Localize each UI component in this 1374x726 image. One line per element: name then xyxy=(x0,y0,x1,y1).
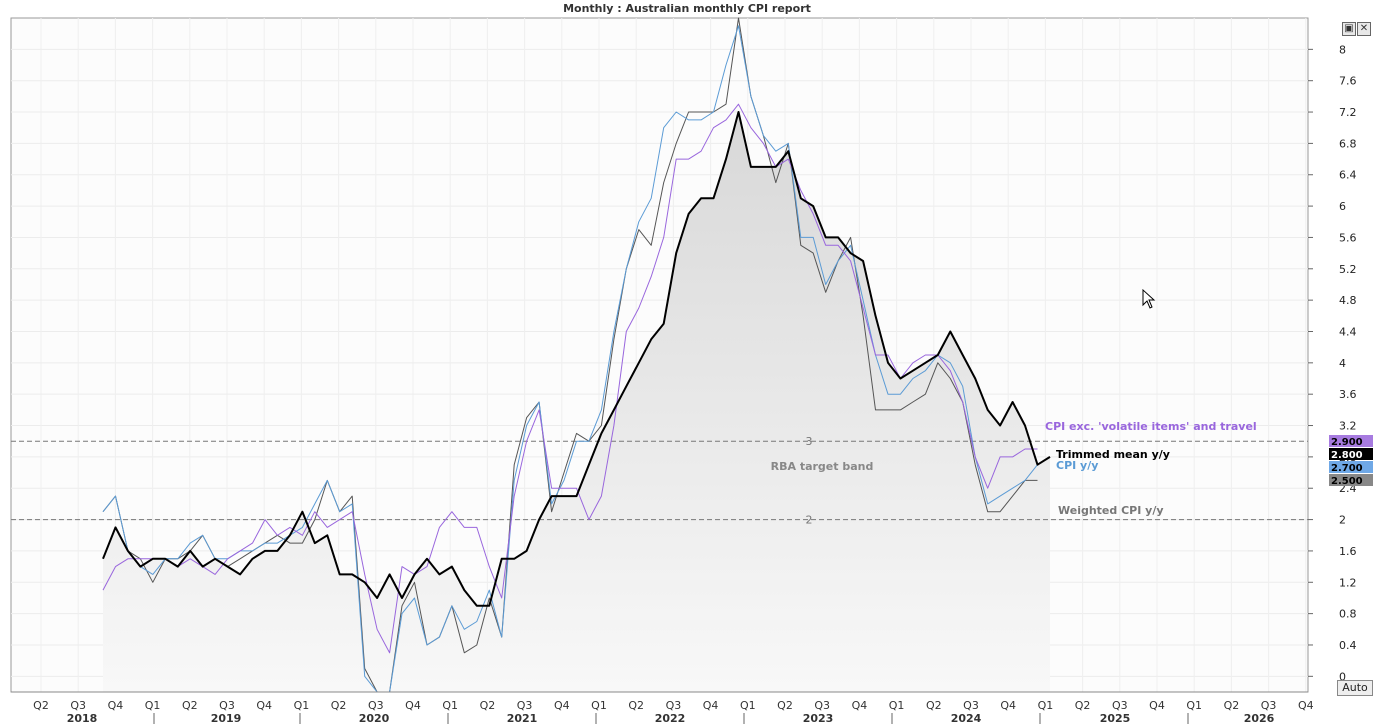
trimmed-mean-area xyxy=(103,112,1050,692)
x-year-label: 2022 xyxy=(655,712,686,725)
x-quarter-label: Q3 xyxy=(517,699,533,712)
x-quarter-label: Q3 xyxy=(368,699,384,712)
last-value-badge xyxy=(1329,435,1373,447)
last-value-text: 2.700 xyxy=(1331,463,1363,474)
series-line xyxy=(102,25,1038,693)
x-quarter-label: Q3 xyxy=(814,699,830,712)
y-tick-label: 0.4 xyxy=(1339,639,1357,652)
y-tick-label: 8 xyxy=(1339,43,1346,56)
x-quarter-label: Q4 xyxy=(256,699,272,712)
series-labels: CPI exc. 'volatile items' and travel Trim… xyxy=(1045,420,1257,517)
y-tick-label: 4 xyxy=(1339,357,1346,370)
x-year-label: 2026 xyxy=(1244,712,1275,725)
y-tick-label: 7.2 xyxy=(1339,106,1357,119)
mouse-cursor-icon xyxy=(1142,289,1156,309)
x-quarter-label: Q1 xyxy=(889,699,905,712)
y-tick-label: 6.4 xyxy=(1339,169,1357,182)
x-quarter-label: Q3 xyxy=(219,699,235,712)
x-quarter-label: Q1 xyxy=(145,699,161,712)
series-line xyxy=(102,103,1038,654)
y-tick-label: 0 xyxy=(1339,670,1346,683)
y-tick-label: 0.8 xyxy=(1339,608,1357,621)
area-fill xyxy=(103,112,1050,692)
reference-line-label: 2 xyxy=(806,514,813,527)
x-quarter-label: Q1 xyxy=(294,699,310,712)
y-tick-label: 1.6 xyxy=(1339,545,1357,558)
x-quarter-label: Q3 xyxy=(1261,699,1277,712)
last-value-badge xyxy=(1329,474,1373,486)
y-tick-label: 4.8 xyxy=(1339,294,1357,307)
last-value-badge xyxy=(1329,461,1373,473)
last-value-text: 2.900 xyxy=(1331,437,1363,448)
x-year-label: 2021 xyxy=(507,712,538,725)
x-quarter-label: Q4 xyxy=(1149,699,1165,712)
x-quarter-label: Q2 xyxy=(33,699,49,712)
x-quarter-label: Q2 xyxy=(926,699,942,712)
x-quarter-label: Q1 xyxy=(1186,699,1202,712)
auto-scale-button[interactable]: Auto xyxy=(1337,680,1373,696)
series-label: Weighted CPI y/y xyxy=(1058,504,1164,517)
y-tick-label: 1.2 xyxy=(1339,576,1357,589)
x-quarter-label: Q2 xyxy=(182,699,198,712)
reference-lines: 3 2 RBA target band xyxy=(11,435,1308,527)
y-tick-label: 5.2 xyxy=(1339,263,1357,276)
x-quarter-label: Q4 xyxy=(703,699,719,712)
y-tick-label: 6 xyxy=(1339,200,1346,213)
x-quarter-label: Q2 xyxy=(1224,699,1240,712)
x-quarter-label: Q2 xyxy=(331,699,347,712)
last-value-badge xyxy=(1329,448,1373,460)
series-label: Trimmed mean y/y xyxy=(1056,448,1170,461)
last-value-text: 2.500 xyxy=(1331,476,1363,487)
y-tick-label: 4.4 xyxy=(1339,325,1357,338)
y-tick-label: 3.2 xyxy=(1339,420,1357,433)
series-lines xyxy=(102,17,1051,693)
x-quarter-label: Q4 xyxy=(554,699,570,712)
x-quarter-label: Q3 xyxy=(70,699,86,712)
x-year-label: 2023 xyxy=(803,712,834,725)
x-quarter-label: Q2 xyxy=(1075,699,1091,712)
window-restore-icon[interactable]: ▣ xyxy=(1342,22,1356,36)
x-quarter-label: Q2 xyxy=(777,699,793,712)
x-quarter-label: Q3 xyxy=(963,699,979,712)
y-axis: 00.40.81.21.622.42.83.23.644.44.85.25.66… xyxy=(1308,43,1357,683)
x-year-label: 2018 xyxy=(67,712,98,725)
x-quarter-label: Q1 xyxy=(591,699,607,712)
y-tick-label: 3.6 xyxy=(1339,388,1357,401)
last-value-badges: 2.500 2.700 2.900 2.800 xyxy=(1329,435,1373,487)
y-tick-label: 2 xyxy=(1339,514,1346,527)
x-year-label: 2020 xyxy=(359,712,390,725)
last-value-text: 2.800 xyxy=(1331,450,1363,461)
x-quarter-label: Q4 xyxy=(108,699,124,712)
x-quarter-label: Q3 xyxy=(666,699,682,712)
series-label: CPI exc. 'volatile items' and travel xyxy=(1045,420,1257,433)
x-quarter-label: Q4 xyxy=(405,699,421,712)
x-year-label: 2019 xyxy=(211,712,242,725)
x-quarter-label: Q4 xyxy=(1298,699,1314,712)
x-quarter-label: Q4 xyxy=(852,699,868,712)
chart-title: Monthly : Australian monthly CPI report xyxy=(563,2,811,15)
series-line xyxy=(102,111,1051,607)
y-tick-label: 5.6 xyxy=(1339,231,1357,244)
x-quarter-label: Q3 xyxy=(1112,699,1128,712)
x-quarter-label: Q2 xyxy=(628,699,644,712)
band-label: RBA target band xyxy=(771,460,874,473)
x-quarter-label: Q1 xyxy=(740,699,756,712)
x-quarter-label: Q1 xyxy=(1038,699,1054,712)
reference-line-label: 3 xyxy=(806,435,813,448)
series-label: CPI y/y xyxy=(1056,459,1098,472)
close-icon[interactable]: ✕ xyxy=(1357,22,1371,36)
x-quarter-label: Q2 xyxy=(480,699,496,712)
y-tick-label: 6.8 xyxy=(1339,137,1357,150)
x-quarter-label: Q4 xyxy=(1000,699,1016,712)
x-year-label: 2024 xyxy=(951,712,982,725)
x-quarter-label: Q1 xyxy=(442,699,458,712)
x-year-label: 2025 xyxy=(1100,712,1131,725)
y-tick-label: 7.6 xyxy=(1339,75,1357,88)
x-axis: Q2 Q3 Q4 Q1 Q2 Q3 Q4 Q1 Q2 Q3 Q4 Q1 Q2 Q3 Q4 Q1 Q2 Q3 Q4 Q1… xyxy=(11,691,1314,725)
